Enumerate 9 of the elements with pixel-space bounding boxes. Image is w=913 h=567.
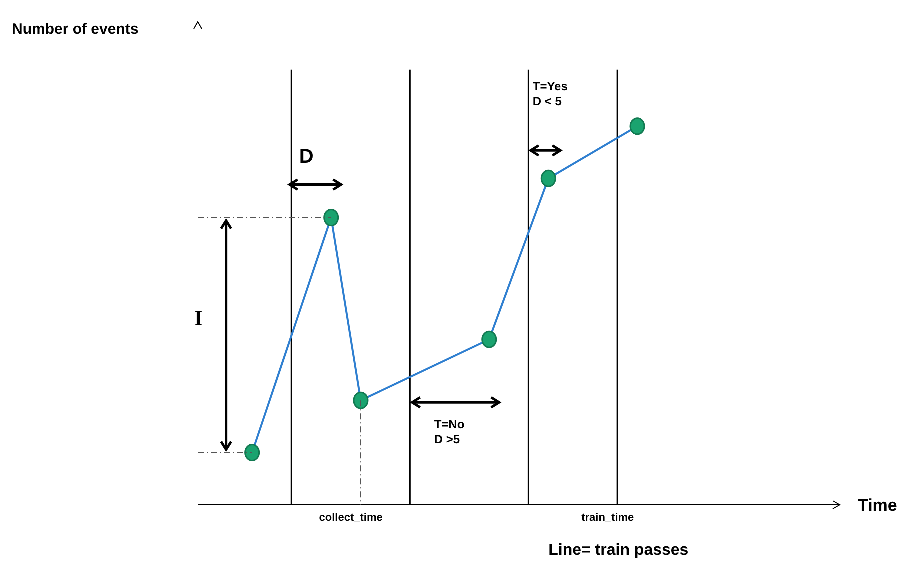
x-tick-label: train_time — [582, 512, 634, 524]
annotation: T=Yes D < 5 — [532, 80, 568, 109]
annotation: D — [299, 146, 314, 168]
annotation: I — [194, 305, 203, 330]
y-axis-title: Number of events — [12, 21, 139, 38]
text: Line= train passes — [548, 542, 689, 559]
x-tick-label: collect_time — [319, 512, 383, 524]
x-axis-title: Time — [858, 496, 898, 515]
annotation: T=No D >5 — [434, 418, 465, 447]
